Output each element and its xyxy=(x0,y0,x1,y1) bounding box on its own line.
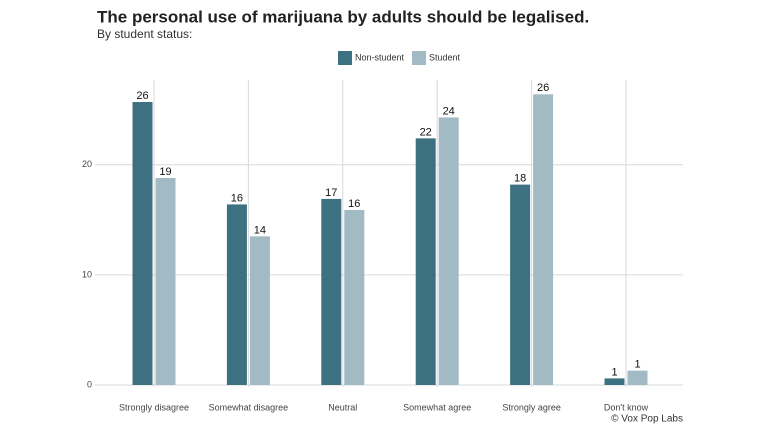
legend-label: Non-student xyxy=(355,52,405,62)
x-tick-label: Strongly disagree xyxy=(119,402,189,412)
y-tick-label: 20 xyxy=(82,159,92,169)
legend-label: Student xyxy=(429,52,461,62)
value-label: 14 xyxy=(254,224,266,236)
y-tick-label: 0 xyxy=(87,379,92,389)
value-label: 18 xyxy=(514,173,526,185)
bar xyxy=(533,94,554,385)
value-label: 16 xyxy=(231,192,243,204)
bar xyxy=(226,204,247,385)
bar xyxy=(344,209,365,385)
bar xyxy=(604,378,625,385)
bar xyxy=(415,138,436,385)
x-tick-label: Somewhat disagree xyxy=(209,402,289,412)
bar xyxy=(321,198,342,385)
value-label: 17 xyxy=(325,187,337,199)
chart-subtitle: By student status: xyxy=(97,27,192,41)
value-label: 1 xyxy=(634,359,640,371)
bar xyxy=(155,177,176,385)
bar xyxy=(510,184,531,385)
value-label: 1 xyxy=(611,366,617,378)
chart-title: The personal use of marijuana by adults … xyxy=(97,7,589,26)
bar xyxy=(627,370,648,385)
x-tick-label: Don't know xyxy=(604,402,649,412)
bar xyxy=(438,117,459,385)
bar xyxy=(249,236,270,385)
value-label: 16 xyxy=(348,198,360,210)
legend-swatch xyxy=(338,51,352,65)
value-label: 22 xyxy=(420,126,432,138)
value-label: 24 xyxy=(443,105,455,117)
x-tick-label: Strongly agree xyxy=(502,402,561,412)
x-tick-label: Somewhat agree xyxy=(403,402,471,412)
legend-swatch xyxy=(412,51,427,65)
value-label: 26 xyxy=(537,82,549,94)
value-label: 26 xyxy=(136,90,148,102)
bar xyxy=(132,102,153,385)
value-label: 19 xyxy=(159,166,171,178)
caption: © Vox Pop Labs xyxy=(611,414,683,425)
x-tick-label: Neutral xyxy=(328,402,357,412)
y-tick-label: 10 xyxy=(82,269,92,279)
